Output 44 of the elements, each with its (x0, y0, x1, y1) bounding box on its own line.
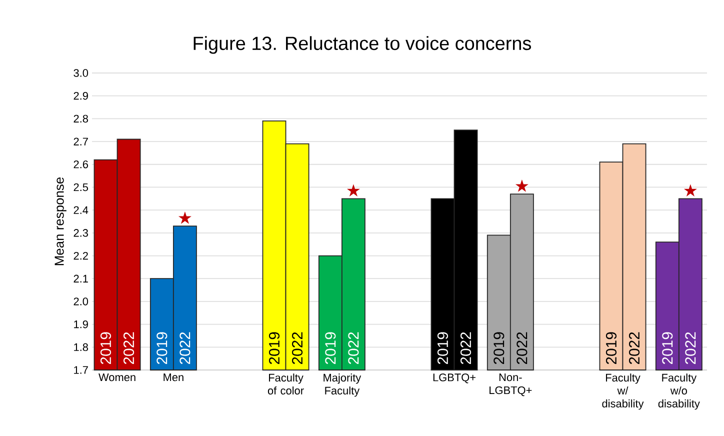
y-tick-label: 2.8 (74, 114, 88, 123)
x-tick-label: LGBTQ+ (433, 374, 476, 384)
y-tick-label: 2.6 (74, 160, 88, 168)
y-tick-label: 2.9 (74, 92, 88, 100)
y-tick-label: 2.5 (74, 183, 88, 192)
y-tick-label: 2.7 (74, 138, 88, 146)
text: 2022 (348, 332, 359, 364)
y-tick-label: 2.2 (74, 252, 88, 260)
text: 2022 (685, 332, 696, 364)
x-tick-label: Faculty w/ disability (602, 374, 644, 410)
series-label: 2022 (123, 332, 134, 364)
annotation: ★ (178, 212, 192, 224)
x-tick-label: Non-LGBTQ+ (490, 374, 532, 396)
y-tick-label: 2.1 (74, 274, 88, 282)
text: 2022 (516, 332, 528, 364)
annotation: ★ (684, 184, 697, 196)
text: 2019 (494, 332, 504, 364)
y-axis-title: Mean response (54, 177, 66, 266)
series-label: 2019 (100, 332, 112, 364)
x-tick-label: Women (98, 374, 136, 382)
y-tick-label: 2.3 (74, 229, 88, 237)
text: 2022 (180, 332, 190, 364)
text: 2019 (606, 332, 617, 364)
chart-title: Figure 13. Reluctance to voice concerns (194, 36, 532, 54)
y-tick-label: 1.8 (74, 343, 88, 352)
x-tick-label: Faculty of color (268, 374, 304, 395)
text: 2019 (156, 332, 168, 364)
y-tick-label: 2.0 (74, 298, 88, 306)
x-tick-label: Faculty w/o disability (658, 374, 700, 410)
annotation: ★ (515, 180, 528, 192)
text: 2022 (292, 332, 303, 364)
text: 2019 (437, 332, 448, 364)
text: 2022 (628, 332, 640, 364)
y-tick-label: 1.7 (74, 366, 88, 374)
text: 2019 (268, 332, 280, 364)
text: 2019 (325, 332, 336, 364)
x-tick-label: Majority Faculty (324, 374, 362, 397)
y-tick-label: 3.0 (74, 69, 88, 77)
x-tick-label: Men (164, 374, 184, 382)
annotation: ★ (346, 184, 360, 196)
text: 2022 (460, 332, 472, 364)
y-tick-label: 1.9 (74, 320, 88, 328)
text: 2019 (662, 332, 673, 364)
y-tick-label: 2.4 (74, 206, 88, 214)
